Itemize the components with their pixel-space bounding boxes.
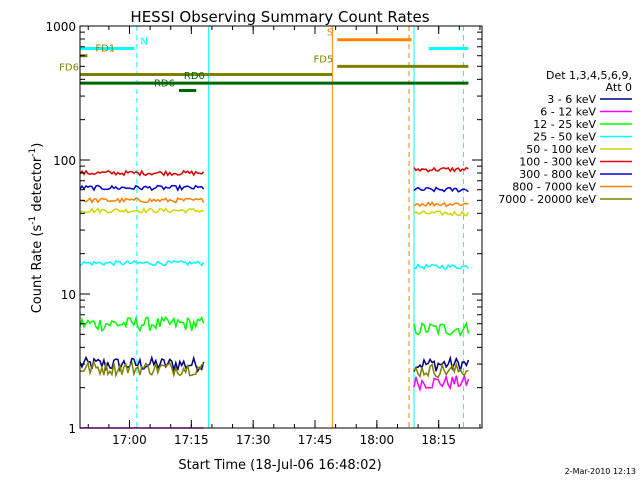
legend-label: 12 - 25 keV [533, 118, 596, 131]
flag-label: FD5 [313, 54, 333, 65]
series-trace [413, 166, 469, 173]
y-axis-label: Count Rate (s-1 detector-1) [28, 143, 45, 314]
x-tick-label: 17:45 [298, 433, 333, 447]
series-trace [413, 321, 470, 338]
series-trace [79, 207, 205, 215]
series-trace [79, 315, 205, 333]
y-tick-label: 10 [61, 288, 76, 302]
legend-label: 3 - 6 keV [547, 93, 596, 106]
flag-label: FD6 [59, 62, 79, 73]
x-tick-label: 17:00 [112, 433, 147, 447]
x-tick-label: 17:15 [174, 433, 209, 447]
legend-label: 100 - 300 keV [519, 156, 596, 169]
flag-label: FD1 [95, 44, 115, 55]
series-trace [79, 183, 205, 192]
chart-title: HESSI Observing Summary Count Rates [130, 8, 429, 26]
legend-label: 25 - 50 keV [533, 131, 596, 144]
axis-layer: 17:00 17:15 17:30 17:45 18:00 18:15 1 10 100 1000 [45, 20, 482, 447]
legend-label: 800 - 7000 keV [512, 181, 596, 194]
flag-layer: N S FD1 FD6 FD5 RD0 RD6 [59, 28, 469, 93]
timestamp: 2-Mar-2010 12:13 [565, 467, 636, 476]
series-trace [413, 210, 470, 217]
x-tick-label: 17:30 [236, 433, 271, 447]
y-tick-label: 100 [53, 154, 76, 168]
series-trace [413, 361, 469, 379]
y-axis-label-main: Count Rate (s [30, 225, 45, 314]
y-axis-label-sup1: -1 [28, 216, 38, 225]
series-trace [413, 201, 469, 208]
legend-label: 6 - 12 keV [540, 106, 596, 119]
series-trace [79, 360, 205, 378]
series-trace [413, 373, 470, 392]
series-trace [79, 259, 205, 267]
series-trace [413, 262, 470, 271]
y-tick-label: 1 [68, 422, 76, 436]
series-trace [413, 186, 469, 193]
y-tick-label: 1000 [45, 20, 76, 34]
flag-label: RD6 [154, 79, 175, 90]
x-tick-label: 18:00 [360, 433, 395, 447]
y-axis-label-sup2: -1 [28, 148, 38, 157]
series-trace [79, 169, 205, 177]
legend-label: 300 - 800 keV [519, 168, 596, 181]
legend-label: 7000 - 20000 keV [498, 193, 596, 206]
flag-label: N [140, 36, 147, 47]
plot-frame [79, 25, 483, 429]
flag-label: S [327, 28, 333, 39]
legend-header-line-1: Det 1,3,4,5,6,9, [546, 69, 632, 82]
y-axis-label-mid: detector [30, 156, 45, 216]
plot-content [79, 26, 470, 429]
legend-label: 50 - 100 keV [526, 143, 596, 156]
x-tick-label: 18:15 [421, 433, 456, 447]
series-trace [413, 355, 470, 372]
y-axis-label-end: ) [30, 143, 45, 148]
flag-label: RD0 [184, 71, 205, 82]
legend-header-line-2: Att 0 [606, 81, 632, 94]
x-axis-label: Start Time (18-Jul-06 16:48:02) [178, 458, 381, 473]
series-trace [79, 196, 205, 204]
